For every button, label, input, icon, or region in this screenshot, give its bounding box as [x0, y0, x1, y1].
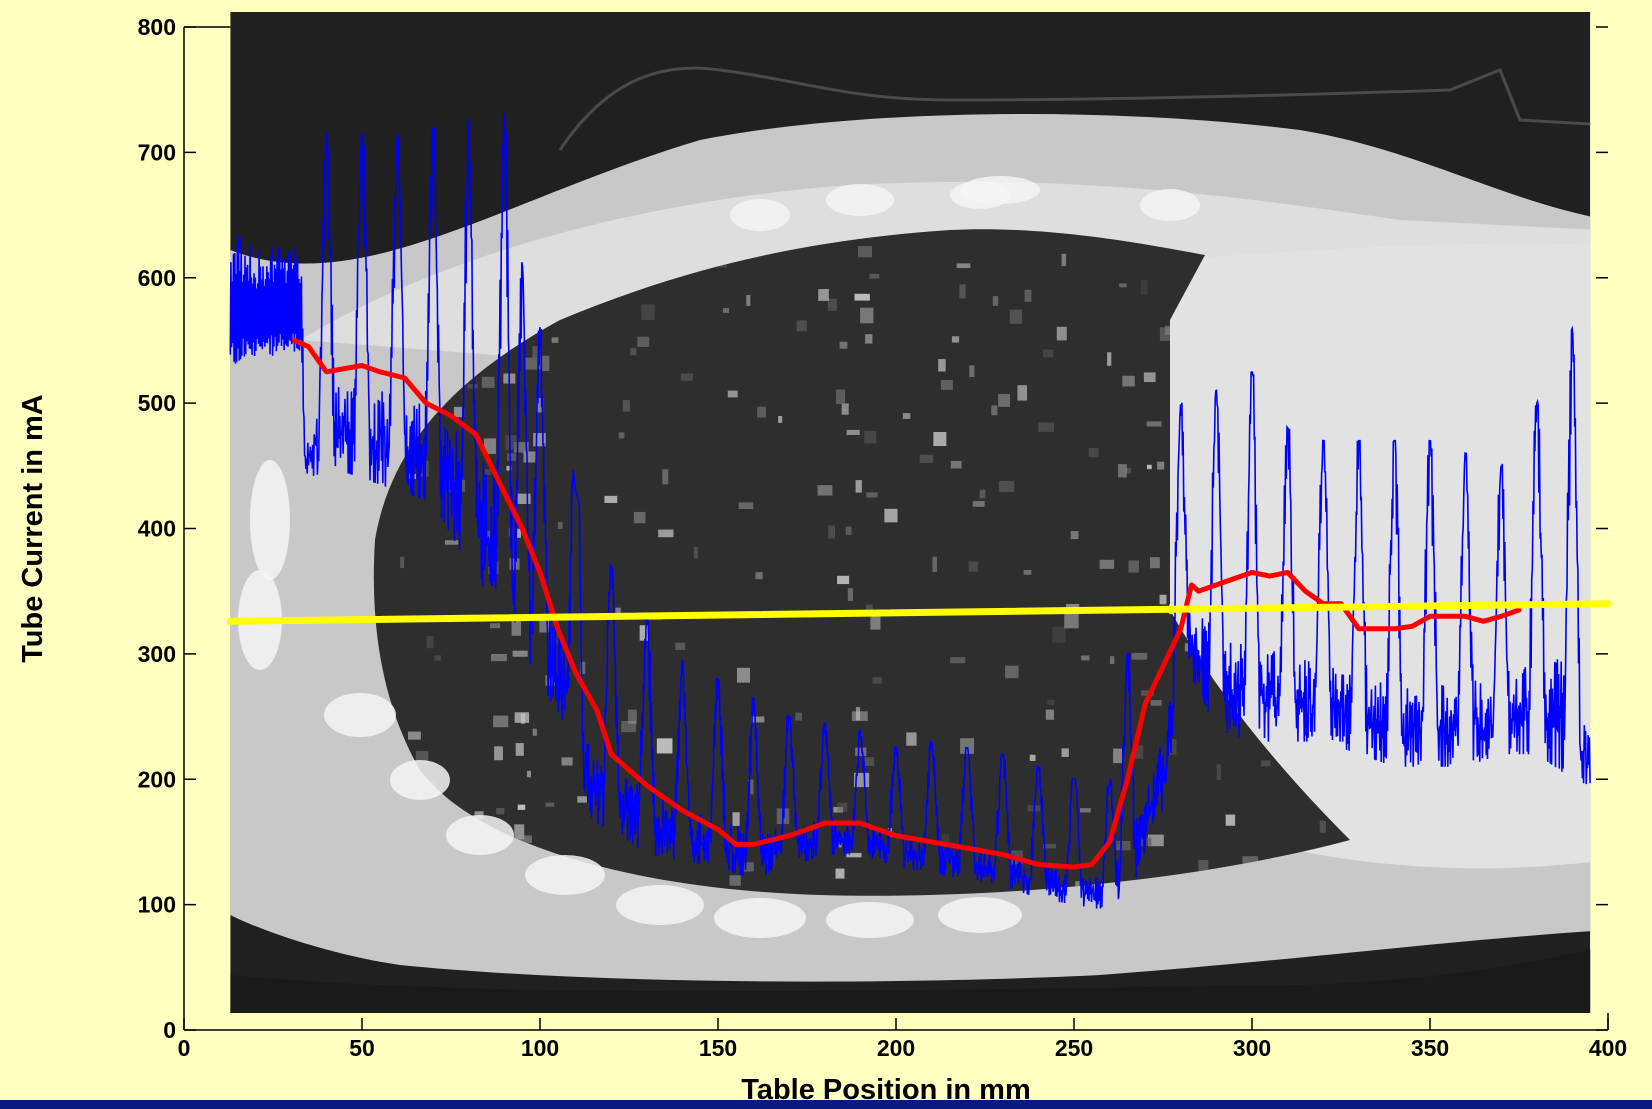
y-tick-label: 100 — [138, 892, 176, 918]
y-tick-labels: 0 100 200 300 400 500 600 700 800 — [138, 14, 176, 1043]
y-tick-label: 800 — [138, 14, 176, 40]
y-tick-label: 400 — [138, 516, 176, 542]
x-tick-label: 200 — [877, 1035, 915, 1061]
y-tick-label: 0 — [163, 1017, 176, 1043]
y-tick-label: 200 — [138, 766, 176, 792]
ct-scout-image — [230, 12, 1591, 1013]
x-tick-label: 150 — [699, 1035, 737, 1061]
series-layer — [226, 111, 1612, 909]
ct-bone-markings — [238, 176, 1200, 938]
y-tick-label: 500 — [138, 390, 176, 416]
x-tick-label: 400 — [1589, 1035, 1627, 1061]
x-tick-label: 100 — [521, 1035, 559, 1061]
y-axis-label: Tube Current in mA — [17, 394, 49, 663]
y-tick-label: 300 — [138, 641, 176, 667]
axes — [183, 26, 1609, 1031]
x-tick-label: 300 — [1233, 1035, 1271, 1061]
bottom-bar — [0, 1100, 1652, 1109]
x-tick-label: 350 — [1411, 1035, 1449, 1061]
series-red-line — [291, 337, 1522, 870]
x-tick-labels: 0 50 100 150 200 250 300 350 400 — [178, 1035, 1628, 1061]
series-yellow-line — [226, 600, 1612, 625]
x-tick-label: 250 — [1055, 1035, 1093, 1061]
x-tick-label: 0 — [178, 1035, 191, 1061]
y-tick-label: 600 — [138, 265, 176, 291]
ct-bottom-band — [230, 949, 1591, 1013]
y-tick-label: 700 — [138, 139, 176, 165]
x-tick-label: 50 — [349, 1035, 375, 1061]
ct-top-contour — [558, 66, 1591, 151]
